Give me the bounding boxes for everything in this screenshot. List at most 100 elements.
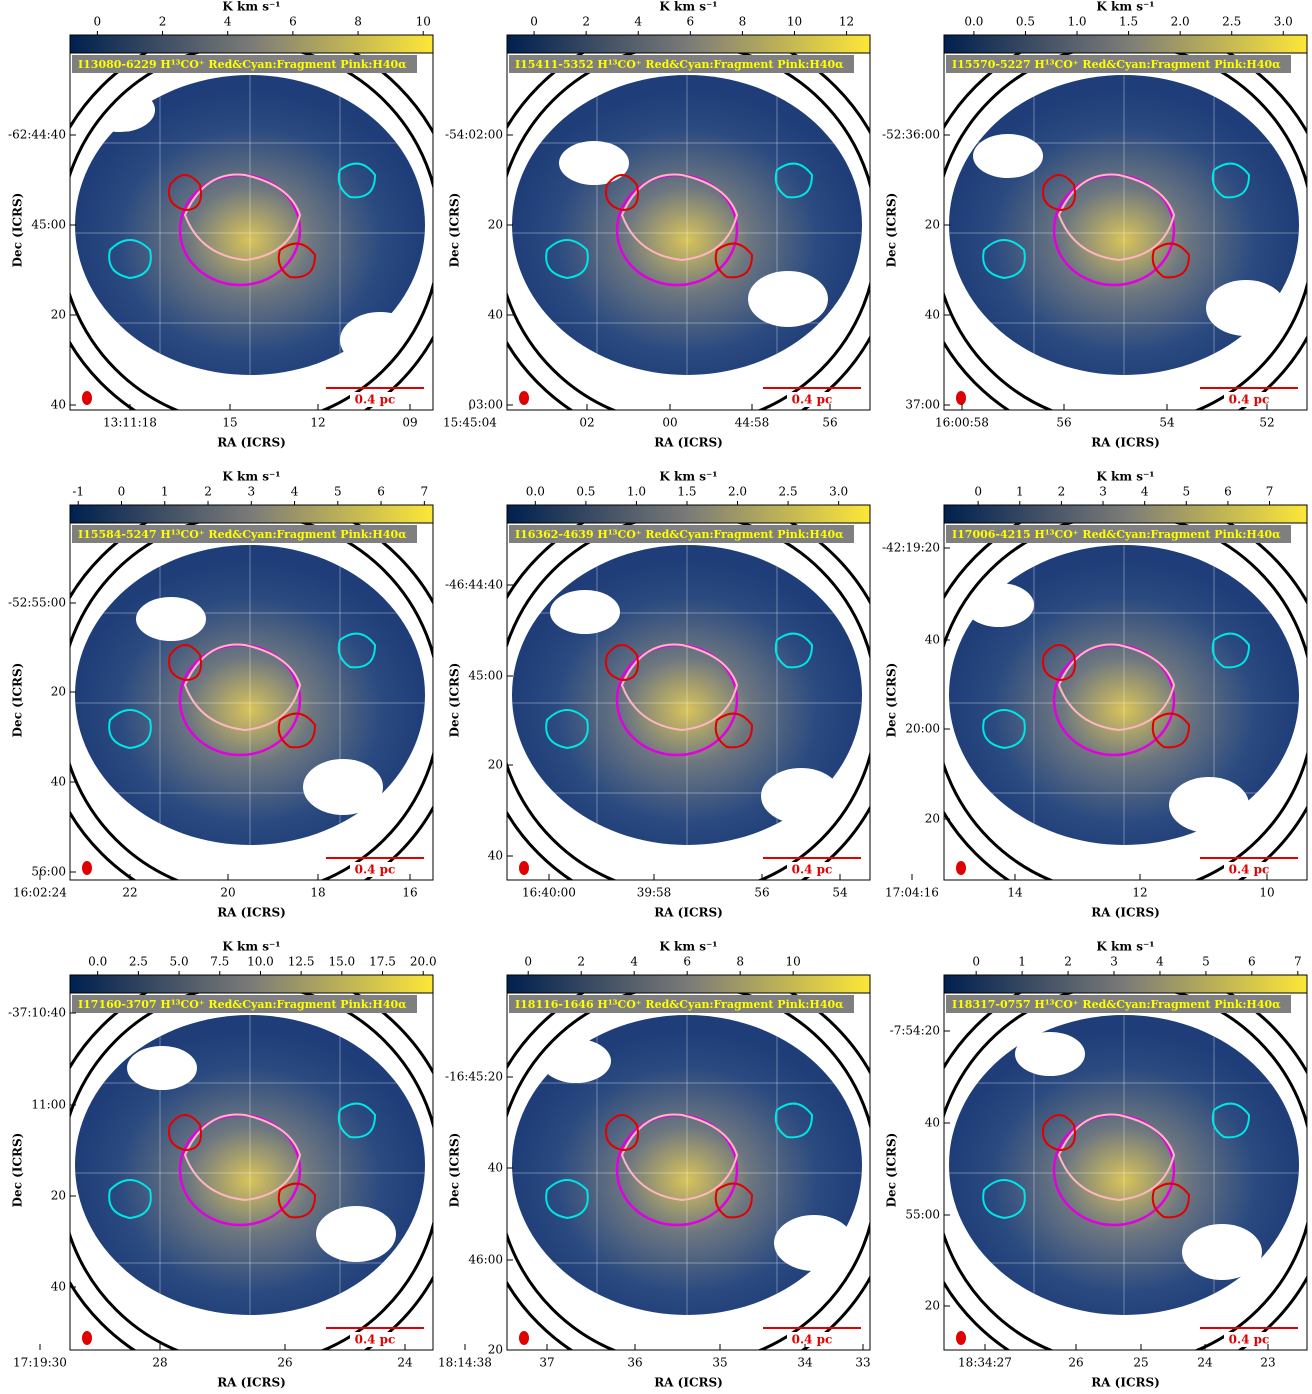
colorbar-tick-label: 0.5 xyxy=(1016,15,1035,29)
colorbar-tick-label: 0 xyxy=(524,955,532,969)
colorbar-tick-label: 7 xyxy=(1294,955,1302,969)
dec-tick-label: 55:00 xyxy=(905,1208,940,1222)
ra-tick-label: 16:40:00 xyxy=(522,886,576,900)
ra-tick-label: 10 xyxy=(1259,886,1274,900)
colorbar-tick-label: 6 xyxy=(377,485,385,499)
panel-title: I17006-4215 H¹³CO⁺ Red&Cyan:Fragment Pin… xyxy=(952,528,1281,541)
colorbar-label: K km s⁻¹ xyxy=(1096,0,1154,14)
hole xyxy=(303,759,383,815)
x-axis-label: RA (ICRS) xyxy=(217,1376,286,1390)
colorbar xyxy=(507,975,870,993)
dec-tick-label: -7:54:20 xyxy=(890,1024,940,1038)
colorbar-tick-label: 10 xyxy=(787,15,802,29)
panel-title: I17160-3707 H¹³CO⁺ Red&Cyan:Fragment Pin… xyxy=(78,998,407,1011)
ra-tick-label: 12 xyxy=(1132,886,1147,900)
hole xyxy=(1206,280,1286,336)
ra-tick-label: 15 xyxy=(222,416,237,430)
ra-tick-label: 15:45:04 xyxy=(443,416,497,430)
colorbar-tick-label: 1.0 xyxy=(627,485,646,499)
beam xyxy=(956,1331,966,1345)
colorbar-tick-label: 0.0 xyxy=(88,955,107,969)
map xyxy=(40,495,460,915)
map xyxy=(477,25,897,445)
ra-tick-label: 56 xyxy=(822,416,837,430)
colorbar-tick-label: 3 xyxy=(247,485,255,499)
colorbar-tick-label: 6 xyxy=(289,15,297,29)
hole xyxy=(550,590,620,634)
dec-tick-label: 40 xyxy=(51,775,66,789)
ra-tick-label: 17:19:30 xyxy=(13,1356,67,1370)
x-axis-label: RA (ICRS) xyxy=(654,1376,723,1390)
map xyxy=(40,25,460,445)
colorbar-label: K km s⁻¹ xyxy=(659,470,717,484)
ra-tick-label: 09 xyxy=(402,416,417,430)
colorbar-tick-label: 2 xyxy=(204,485,212,499)
ra-tick-label: 23 xyxy=(1260,1356,1275,1370)
beam xyxy=(956,391,966,405)
dec-tick-label: -42:19:20 xyxy=(882,541,940,555)
x-axis-label: RA (ICRS) xyxy=(654,906,723,920)
colorbar-tick-label: 2 xyxy=(577,955,585,969)
colorbar-tick-label: 15.0 xyxy=(328,955,355,969)
colorbar-tick-label: 0 xyxy=(94,15,102,29)
dec-tick-label: -52:55:00 xyxy=(8,596,66,610)
map xyxy=(914,965,1312,1385)
ra-tick-label: 02 xyxy=(579,416,594,430)
dec-tick-label: 56:00 xyxy=(31,865,66,879)
colorbar-tick-label: 5.0 xyxy=(170,955,189,969)
dec-tick-label: 37:00 xyxy=(905,398,940,412)
colorbar-tick-label: 6 xyxy=(683,955,691,969)
colorbar-tick-label: 5 xyxy=(334,485,342,499)
y-axis-label: Dec (ICRS) xyxy=(448,1133,462,1208)
map xyxy=(477,965,897,1385)
beam xyxy=(82,391,92,405)
colorbar-tick-label: 2.5 xyxy=(129,955,148,969)
colorbar-tick-label: 1.5 xyxy=(677,485,696,499)
colorbar-tick-label: 6 xyxy=(1248,955,1256,969)
scale-label: 0.4 pc xyxy=(1229,1333,1270,1347)
y-axis-label: Dec (ICRS) xyxy=(11,193,25,268)
colorbar-tick-label: 2.0 xyxy=(1171,15,1190,29)
hole xyxy=(316,1206,396,1262)
dec-tick-label: 20 xyxy=(51,1189,66,1203)
ra-tick-label: 56 xyxy=(1056,416,1071,430)
colorbar-tick-label: 2 xyxy=(1064,955,1072,969)
ra-tick-label: 16:00:58 xyxy=(935,416,989,430)
ra-tick-label: 00 xyxy=(662,416,677,430)
hole xyxy=(761,768,841,824)
beam xyxy=(82,861,92,875)
dec-tick-label: 20 xyxy=(488,218,503,232)
dec-tick-label: 20 xyxy=(488,758,503,772)
scale-label: 0.4 pc xyxy=(1229,863,1270,877)
x-axis-label: RA (ICRS) xyxy=(654,436,723,450)
ra-tick-label: 20 xyxy=(220,886,235,900)
colorbar-tick-label: 0 xyxy=(118,485,126,499)
dec-tick-label: 40 xyxy=(51,1280,66,1294)
dec-tick-label: 40 xyxy=(925,308,940,322)
x-axis-label: RA (ICRS) xyxy=(1091,906,1160,920)
ra-tick-label: 18:34:27 xyxy=(958,1356,1012,1370)
colorbar xyxy=(944,505,1307,523)
colorbar-tick-label: 0 xyxy=(530,15,538,29)
ra-tick-label: 17:04:16 xyxy=(885,886,939,900)
colorbar xyxy=(944,975,1307,993)
dec-tick-label: 20 xyxy=(925,1299,940,1313)
colorbar-tick-label: 12 xyxy=(839,15,854,29)
dec-tick-label: -54:02:00 xyxy=(445,128,503,142)
ra-tick-label: 13:11:18 xyxy=(103,416,157,430)
y-axis-label: Dec (ICRS) xyxy=(448,193,462,268)
panel-title: I18116-1646 H¹³CO⁺ Red&Cyan:Fragment Pin… xyxy=(515,998,844,1011)
ra-tick-label: 26 xyxy=(277,1356,292,1370)
colorbar-tick-label: 17.5 xyxy=(369,955,396,969)
ra-tick-label: 12 xyxy=(310,416,325,430)
colorbar-tick-label: 4 xyxy=(1141,485,1149,499)
colorbar-tick-label: 7 xyxy=(421,485,429,499)
colorbar-tick-label: 1 xyxy=(161,485,169,499)
colorbar-tick-label: 8 xyxy=(354,15,362,29)
colorbar-tick-label: 1 xyxy=(1018,955,1026,969)
ra-tick-label: 35 xyxy=(712,1356,727,1370)
colorbar xyxy=(70,975,433,993)
map xyxy=(914,495,1312,915)
